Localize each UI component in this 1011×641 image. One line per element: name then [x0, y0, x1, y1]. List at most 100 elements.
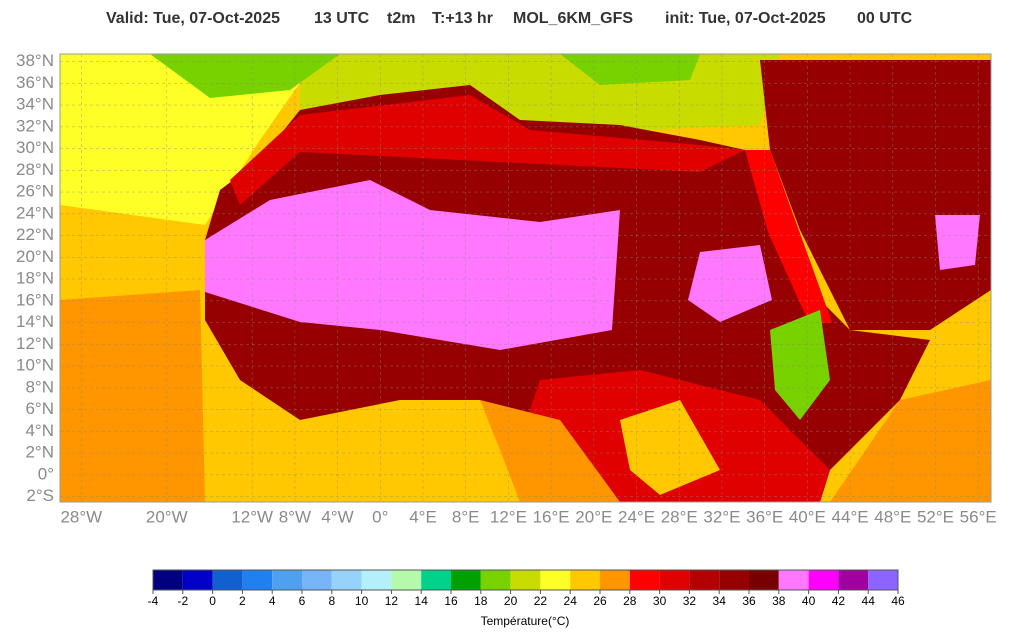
hot-area	[205, 180, 620, 350]
lat-label: 16°N	[16, 290, 54, 309]
title-part: T:+13 hr	[432, 10, 493, 27]
lon-label: 56°E	[960, 507, 997, 526]
colorbar-label: Température(°C)	[481, 614, 570, 628]
lat-label: 6°N	[25, 399, 54, 418]
colorbar-frame	[152, 569, 899, 591]
lon-label: 4°E	[409, 507, 437, 526]
colorbar-tick-label: 40	[802, 594, 816, 608]
title-part: MOL_6KM_GFS	[513, 10, 633, 27]
colorbar-tick-label: 6	[299, 594, 306, 608]
graticule	[60, 54, 991, 502]
lat-label: 38°N	[16, 51, 54, 70]
colorbar-swatch	[331, 570, 362, 590]
lat-label: 14°N	[16, 312, 54, 331]
arabia	[760, 60, 991, 330]
congo	[480, 400, 620, 502]
lat-label: 10°N	[16, 356, 54, 375]
colorbar-swatch	[302, 570, 332, 590]
lat-label: 24°N	[16, 203, 54, 222]
lat-label: 8°N	[25, 377, 54, 396]
europe	[150, 54, 340, 98]
lat-label: 20°N	[16, 247, 54, 266]
colorbar-swatch	[719, 570, 749, 590]
colorbar-tick-label: 4	[269, 594, 276, 608]
colorbar-swatch	[749, 570, 779, 590]
colorbar-swatch	[272, 570, 302, 590]
colorbar-swatch	[361, 570, 392, 590]
lat-label: 4°N	[25, 421, 54, 440]
colorbar-swatch	[421, 570, 451, 590]
colorbar-swatch	[510, 570, 541, 590]
colorbar-swatch	[838, 570, 869, 590]
lat-label: 28°N	[16, 160, 54, 179]
lon-label: 12°E	[490, 507, 527, 526]
lon-label: 8°E	[452, 507, 480, 526]
lon-label: 8°W	[279, 507, 311, 526]
lat-label: 22°N	[16, 225, 54, 244]
lat-label: 12°N	[16, 334, 54, 353]
lon-label: 4°W	[321, 507, 353, 526]
colorbar-tick-label: 10	[355, 594, 369, 608]
colorbar-tick-label: -4	[148, 594, 159, 608]
colorbar-swatch	[659, 570, 690, 590]
lon-label: 36°E	[746, 507, 783, 526]
colorbar-tick-label: 46	[891, 594, 905, 608]
colorbar-tick-label: 22	[534, 594, 548, 608]
lon-label: 40°E	[789, 507, 826, 526]
colorbar-tick-label: 26	[593, 594, 607, 608]
colorbar-tick-label: 28	[623, 594, 637, 608]
colorbar-tick-label: 32	[683, 594, 697, 608]
title: Valid: Tue, 07-Oct-2025 13 UTC t2m T:+13…	[106, 10, 913, 27]
ocean-warm	[60, 290, 205, 502]
colorbar-tick-label: 8	[328, 594, 335, 608]
lon-label: 44°E	[832, 507, 869, 526]
colorbar-tick-label: 24	[564, 594, 578, 608]
colorbar-tick-label: 38	[772, 594, 786, 608]
colorbar-tick-label: 34	[713, 594, 727, 608]
colorbar-swatch	[600, 570, 630, 590]
colorbar-swatch	[182, 570, 213, 590]
lat-label: 34°N	[16, 95, 54, 114]
colorbar-swatch	[391, 570, 422, 590]
colorbar-tick-label: 42	[832, 594, 846, 608]
indian-ocean	[830, 380, 991, 502]
colorbar-swatch	[689, 570, 720, 590]
lon-label: 48°E	[874, 507, 911, 526]
title-part: init: Tue, 07-Oct-2025	[665, 10, 826, 27]
lat-label: 2°S	[26, 486, 54, 505]
hot-area	[688, 245, 772, 322]
colorbar-tick-label: 12	[385, 594, 399, 608]
lon-label: 52°E	[917, 507, 954, 526]
lon-label: 12°W	[231, 507, 273, 526]
colorbar-swatch	[778, 570, 809, 590]
colorbar-tick-label: 36	[742, 594, 756, 608]
colorbar-tick-label: 18	[474, 594, 488, 608]
colorbar-swatch	[153, 570, 183, 590]
colorbar-swatch	[808, 570, 839, 590]
lat-label: 2°N	[25, 443, 54, 462]
colorbar-swatch	[480, 570, 511, 590]
lon-label: 28°W	[60, 507, 102, 526]
title-part: t2m	[387, 10, 415, 27]
colorbar: -4 -2 0 2 4 6 8 10 12 14 16 18 20 22 24 26 28 30 32 34 36 38 4…	[148, 569, 905, 608]
colorbar-swatch	[451, 570, 481, 590]
title-part: 13 UTC	[314, 10, 370, 27]
colorbar-tick-label: 2	[239, 594, 246, 608]
colorbar-tick-label: 44	[862, 594, 876, 608]
colorbar-swatch	[540, 570, 571, 590]
colorbar-tick-label: -2	[177, 594, 188, 608]
colorbar-swatch	[212, 570, 243, 590]
colorbar-swatch	[868, 570, 898, 590]
colorbar-tick-label: 16	[444, 594, 458, 608]
title-part: Valid: Tue, 07-Oct-2025	[106, 10, 280, 27]
lon-label: 28°E	[661, 507, 698, 526]
colorbar-swatch	[629, 570, 660, 590]
colorbar-tick-label: 20	[504, 594, 518, 608]
map-frame	[59, 53, 992, 503]
colorbar-tick-label: 0	[209, 594, 216, 608]
lat-label: 18°N	[16, 269, 54, 288]
lat-label: 26°N	[16, 182, 54, 201]
north-coast	[230, 95, 745, 205]
hot-area	[935, 215, 980, 270]
